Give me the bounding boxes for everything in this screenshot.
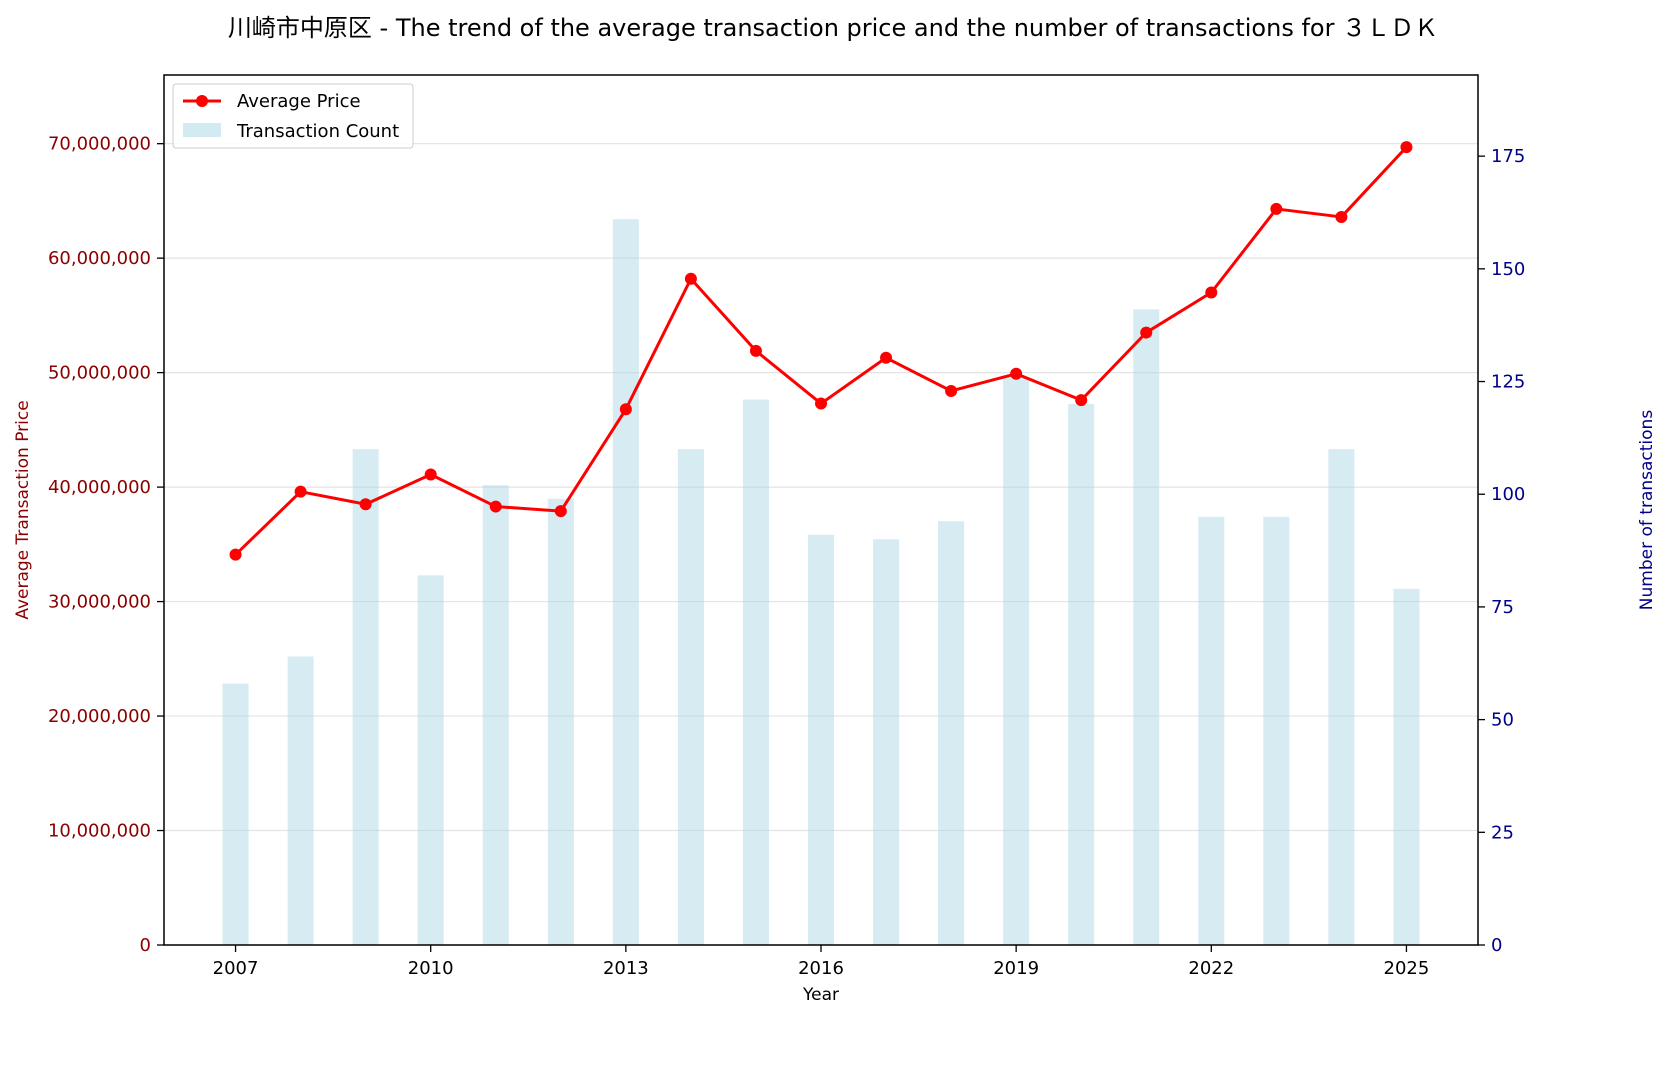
bar-2010	[417, 575, 444, 945]
left-tick-label: 0	[140, 935, 151, 956]
chart-title: 川崎市中原区 - The trend of the average transa…	[228, 14, 1438, 42]
bar-2013	[612, 219, 639, 945]
legend: Average Price Transaction Count	[172, 83, 414, 149]
x-axis: 2007 2010 2013 2016 2019 2022 2025	[213, 945, 1430, 979]
x-tick-label: 2019	[993, 958, 1039, 979]
x-tick-label: 2016	[798, 958, 844, 979]
left-tick-label: 40,000,000	[48, 477, 151, 498]
line-series	[229, 141, 1413, 561]
bar-2024	[1328, 449, 1355, 945]
point-2010	[424, 468, 437, 481]
bar-2007	[222, 683, 249, 945]
x-tick-label: 2010	[408, 958, 454, 979]
bar-2014	[677, 449, 704, 945]
x-tick-label: 2022	[1188, 958, 1234, 979]
point-2014	[684, 272, 697, 285]
bar-2025	[1393, 588, 1420, 945]
point-2025	[1400, 141, 1413, 154]
bar-2023	[1263, 516, 1290, 945]
bar-2011	[482, 485, 509, 945]
point-2022	[1205, 286, 1218, 299]
right-tick-label: 25	[1491, 822, 1514, 843]
right-tick-label: 125	[1491, 372, 1525, 393]
point-2021	[1140, 326, 1153, 339]
average-price-line	[234, 146, 1408, 556]
point-2018	[945, 384, 958, 397]
right-tick-label: 150	[1491, 259, 1525, 280]
point-2013	[619, 403, 632, 416]
left-tick-label: 70,000,000	[48, 134, 151, 155]
point-2020	[1075, 394, 1088, 407]
legend-box	[172, 83, 414, 149]
right-tick-label: 0	[1491, 935, 1502, 956]
bar-2012	[547, 498, 574, 945]
right-tick-label: 50	[1491, 710, 1514, 731]
left-tick-label: 20,000,000	[48, 706, 151, 727]
left-tick-label: 30,000,000	[48, 592, 151, 613]
bar-2018	[938, 521, 965, 945]
left-y-axis: 0 10,000,000 20,000,000 30,000,000 40,000,00…	[48, 134, 164, 956]
bar-2020	[1068, 404, 1095, 945]
left-tick-label: 60,000,000	[48, 248, 151, 269]
point-2011	[489, 500, 502, 513]
point-2016	[815, 397, 827, 410]
bar-2015	[742, 399, 769, 945]
point-2008	[294, 485, 307, 498]
right-tick-label: 75	[1491, 597, 1514, 618]
bar-2021	[1133, 309, 1160, 945]
left-tick-label: 50,000,000	[48, 363, 151, 384]
bar-2016	[808, 534, 834, 945]
point-2012	[554, 505, 567, 518]
bar-series	[222, 219, 1420, 945]
point-2015	[749, 344, 762, 357]
left-tick-label: 10,000,000	[48, 821, 151, 842]
point-2017	[880, 351, 893, 364]
bar-2008	[287, 656, 314, 945]
x-tick-label: 2013	[603, 958, 649, 979]
x-axis-label: Year	[802, 985, 839, 1005]
point-2023	[1270, 202, 1283, 215]
legend-line-marker	[196, 95, 208, 107]
x-tick-label: 2025	[1384, 958, 1430, 979]
point-2007	[229, 548, 242, 561]
right-y-axis-label: Number of transactions	[1637, 410, 1657, 611]
right-tick-label: 175	[1491, 146, 1525, 167]
point-2019	[1010, 367, 1023, 380]
x-tick-label: 2007	[213, 958, 259, 979]
right-y-axis: 0 25 50 75 100 125 150 175	[1478, 146, 1525, 956]
legend-label-average-price: Average Price	[237, 91, 361, 112]
bar-2019	[1003, 377, 1030, 945]
legend-label-transaction-count: Transaction Count	[236, 121, 399, 142]
bar-2022	[1198, 516, 1225, 945]
left-y-axis-label: Average Transaction Price	[13, 400, 33, 619]
bar-2009	[352, 449, 379, 945]
point-2009	[359, 498, 372, 511]
legend-bar-swatch	[183, 123, 221, 137]
bar-2017	[873, 539, 900, 945]
point-2024	[1335, 210, 1348, 223]
right-tick-label: 100	[1491, 484, 1525, 505]
